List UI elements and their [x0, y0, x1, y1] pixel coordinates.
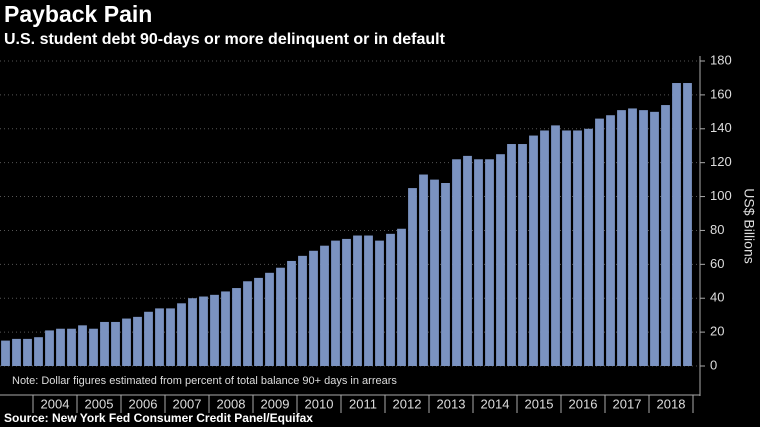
y-tick-label: 120: [710, 154, 732, 169]
bar: [507, 144, 516, 366]
bar: [529, 135, 538, 366]
bar: [144, 311, 153, 366]
note: Note: Dollar figures estimated from perc…: [12, 375, 397, 387]
x-tick-label: 2015: [525, 396, 554, 411]
bar: [661, 105, 670, 367]
bar: [331, 240, 340, 366]
bar: [89, 328, 98, 366]
y-tick-label: 180: [710, 52, 732, 67]
bar: [419, 174, 428, 366]
source: Source: New York Fed Consumer Credit Pan…: [4, 411, 313, 425]
y-tick-label: 100: [710, 188, 732, 203]
x-tick-label: 2011: [349, 396, 377, 411]
bar: [562, 130, 571, 366]
x-tick-label: 2017: [613, 396, 642, 411]
x-tick-label: 2008: [217, 396, 246, 411]
bar: [639, 110, 648, 366]
bar: [496, 154, 505, 366]
bar: [672, 83, 681, 367]
bar: [353, 235, 362, 366]
bar: [12, 338, 21, 366]
bar: [111, 321, 120, 366]
bar: [265, 272, 274, 366]
chart-title: Payback Pain: [4, 1, 152, 27]
bar: [628, 108, 637, 366]
bar: [617, 110, 626, 366]
bar: [397, 228, 406, 366]
bar: [188, 298, 197, 366]
bar: [375, 240, 384, 366]
bar: [452, 159, 461, 366]
y-axis-label: US$ Billions: [741, 188, 757, 263]
x-tick-label: 2018: [657, 396, 686, 411]
bar: [45, 330, 54, 366]
bar: [342, 238, 351, 366]
bar: [23, 338, 32, 366]
bar: [232, 288, 241, 366]
bar: [177, 303, 186, 366]
bar: [243, 281, 252, 366]
bar: [650, 111, 659, 366]
x-tick-label: 2005: [85, 396, 114, 411]
bar: [34, 337, 43, 366]
bar: [78, 325, 87, 366]
bar: [606, 115, 615, 366]
bar: [1, 340, 10, 366]
x-tick-label: 2004: [41, 396, 70, 411]
bar: [221, 291, 230, 366]
bar: [166, 308, 175, 366]
bar: [573, 130, 582, 366]
bar: [474, 159, 483, 366]
bar: [155, 308, 164, 366]
bar: [287, 260, 296, 366]
bar: [595, 118, 604, 366]
x-tick-label: 2012: [393, 396, 422, 411]
y-tick-label: 20: [710, 324, 724, 339]
bar: [133, 316, 142, 366]
x-tick-label: 2016: [569, 396, 598, 411]
bar: [364, 235, 373, 366]
x-tick-label: 2006: [129, 396, 158, 411]
bar: [441, 183, 450, 366]
bar: [309, 250, 318, 366]
bar: [551, 125, 560, 366]
bar: [254, 277, 263, 366]
bar: [540, 130, 549, 366]
bar: [518, 144, 527, 366]
bar: [463, 155, 472, 366]
bar: [485, 159, 494, 366]
bar: [210, 294, 219, 366]
y-tick-label: 0: [710, 357, 717, 372]
bar: [320, 245, 329, 366]
bar: [56, 328, 65, 366]
x-tick-label: 2010: [305, 396, 334, 411]
bar: [67, 328, 76, 366]
bar: [430, 179, 439, 366]
bar: [386, 233, 395, 366]
y-tick-label: 80: [710, 222, 724, 237]
bar: [199, 296, 208, 366]
y-tick-label: 60: [710, 256, 724, 271]
bar: [122, 318, 131, 366]
y-tick-label: 40: [710, 290, 724, 305]
y-tick-label: 140: [710, 120, 732, 135]
x-tick-label: 2014: [481, 396, 510, 411]
bar: [298, 255, 307, 366]
bar: [683, 83, 692, 367]
bar: [408, 188, 417, 366]
bar: [584, 128, 593, 366]
x-tick-label: 2007: [173, 396, 202, 411]
bar: [276, 267, 285, 366]
x-tick-label: 2013: [437, 396, 466, 411]
y-tick-label: 160: [710, 86, 732, 101]
chart-subtitle: U.S. student debt 90-days or more delinq…: [4, 31, 446, 48]
bar: [100, 321, 109, 366]
x-tick-label: 2009: [261, 396, 290, 411]
